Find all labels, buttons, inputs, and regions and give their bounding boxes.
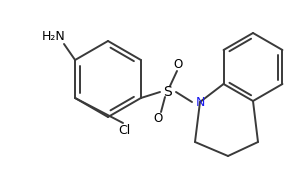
Text: H₂N: H₂N bbox=[42, 30, 66, 42]
Text: N: N bbox=[195, 96, 205, 109]
Text: Cl: Cl bbox=[118, 125, 130, 137]
Text: O: O bbox=[153, 113, 163, 125]
Text: O: O bbox=[173, 57, 183, 70]
Text: S: S bbox=[164, 85, 172, 99]
